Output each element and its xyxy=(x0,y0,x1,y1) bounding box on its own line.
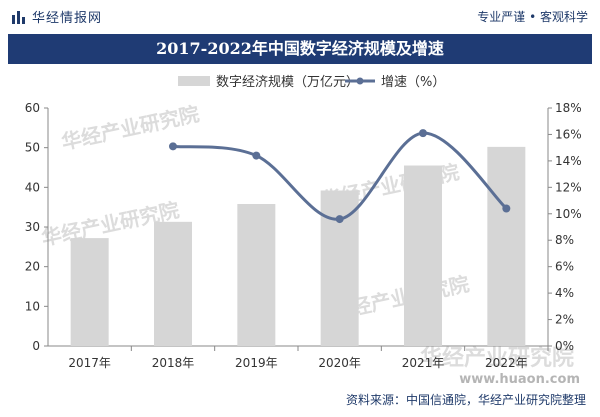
legend-bar-swatch xyxy=(178,76,210,86)
slogan: 专业严谨 • 客观科学 xyxy=(477,10,588,24)
y-left-tick-label: 20 xyxy=(25,260,40,274)
y-left-tick-label: 10 xyxy=(25,299,40,313)
legend-bar-label: 数字经济规模（万亿元） xyxy=(216,75,359,90)
growth-point xyxy=(252,151,261,160)
legend: 数字经济规模（万亿元） 增速（%） xyxy=(178,75,445,90)
y-left-tick-label: 30 xyxy=(25,220,40,234)
growth-point xyxy=(502,204,511,213)
growth-point xyxy=(169,142,177,151)
y-left-tick-label: 0 xyxy=(32,339,40,353)
y-right-tick-label: 18% xyxy=(555,101,582,115)
bar xyxy=(154,221,192,346)
growth-line xyxy=(169,129,511,224)
x-tick-label: 2018年 xyxy=(152,356,195,370)
x-tick-label: 2022年 xyxy=(485,356,528,370)
source-note: 资料来源：中国信通院，华经产业研究院整理 xyxy=(345,393,586,407)
chart-title: 2017-2022年中国数字经济规模及增速 xyxy=(156,39,444,58)
brand-name: 华经情报网 xyxy=(32,11,103,26)
y-right-tick-label: 4% xyxy=(555,286,574,300)
site-url: www.huaon.com xyxy=(459,372,580,387)
y-right-tick-label: 8% xyxy=(555,233,574,247)
bar-chart-icon xyxy=(12,10,26,24)
growth-point xyxy=(335,215,344,224)
y-left-tick-label: 40 xyxy=(25,180,40,194)
x-tick-label: 2020年 xyxy=(318,356,361,370)
axes: 0 10 20 30 40 50 60 0% 2% 4% 6% 8% 10% 12% 14% 16% 18% 20… xyxy=(25,101,582,370)
growth-point xyxy=(419,129,427,138)
y-right-tick-label: 12% xyxy=(555,180,582,194)
x-tick-label: 2019年 xyxy=(235,356,278,370)
legend-line-label: 增速（%） xyxy=(381,75,445,90)
bars xyxy=(70,146,526,346)
x-tick-label: 2017年 xyxy=(68,356,111,370)
y-right-tick-label: 10% xyxy=(555,207,582,221)
bar xyxy=(404,165,442,346)
y-right-tick-label: 14% xyxy=(555,154,582,168)
header-bar: 华经情报网 专业严谨 • 客观科学 xyxy=(0,0,600,32)
bar xyxy=(487,146,526,346)
y-right-tick-label: 0% xyxy=(555,339,574,353)
y-left-tick-label: 50 xyxy=(25,141,40,155)
x-tick-label: 2021年 xyxy=(402,356,445,370)
legend-line-marker xyxy=(356,77,364,85)
title-bar: 2017-2022年中国数字经济规模及增速 xyxy=(8,34,592,64)
brand: 华经情报网 xyxy=(12,7,102,26)
y-right-tick-label: 2% xyxy=(555,313,574,327)
bar xyxy=(70,238,109,346)
y-right-tick-label: 6% xyxy=(555,260,574,274)
y-left-tick-label: 60 xyxy=(25,101,40,115)
y-right-tick-label: 16% xyxy=(555,127,582,141)
bar xyxy=(237,203,276,346)
